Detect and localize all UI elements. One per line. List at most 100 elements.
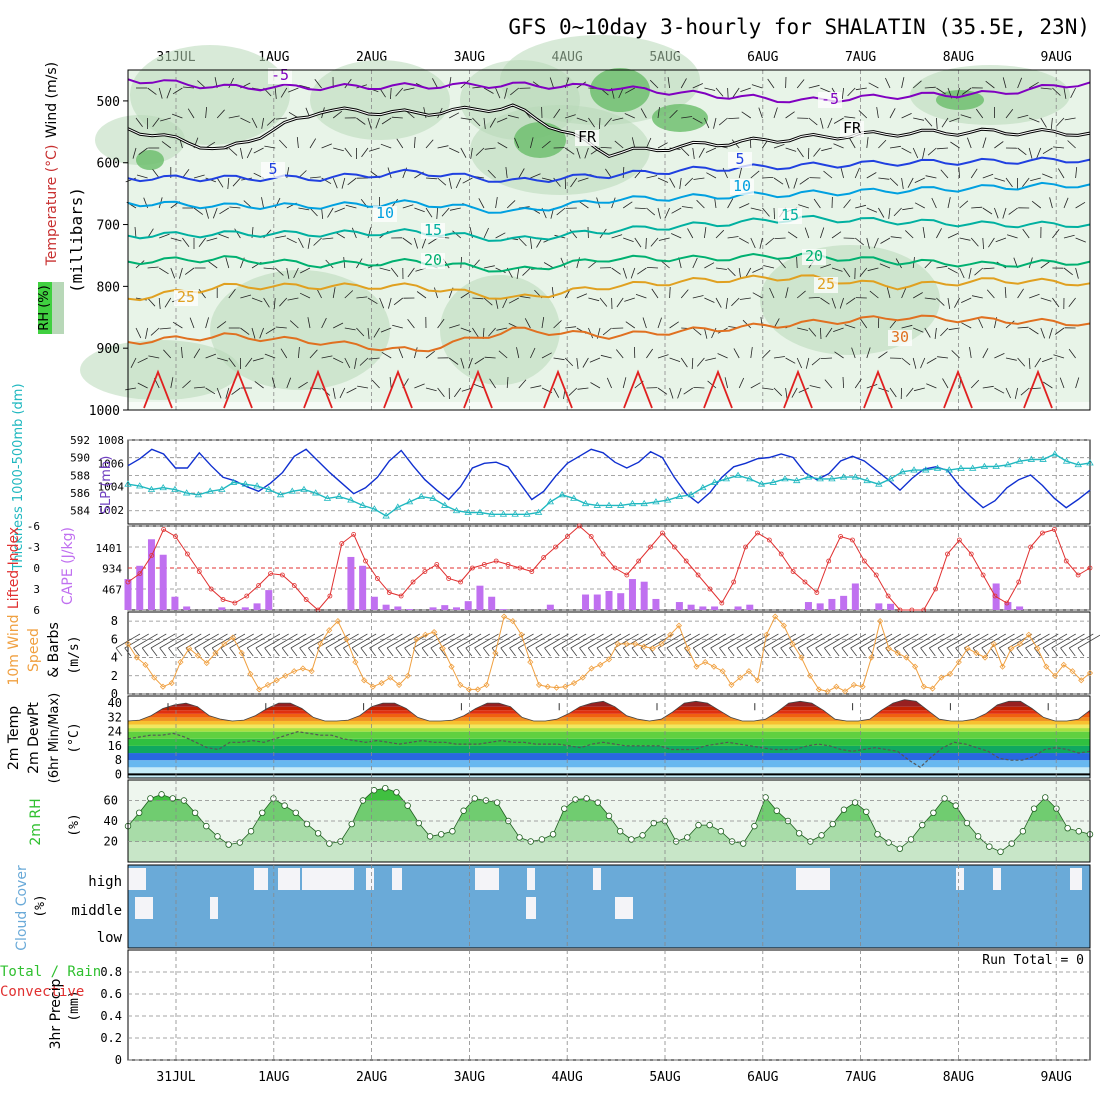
wind-speed-marker <box>938 674 945 681</box>
wind-barb <box>125 177 137 183</box>
wind-barb <box>579 201 589 209</box>
contour-label: -5 <box>821 90 839 108</box>
wind-barb <box>982 348 989 359</box>
wind-barb <box>1041 357 1053 363</box>
wind-barb <box>1052 87 1061 96</box>
wind-barb <box>657 354 669 359</box>
wind-speed-marker <box>964 645 971 652</box>
wind-barb-10m <box>762 633 788 649</box>
wind-barb-flag <box>430 647 438 657</box>
rh-marker <box>169 795 176 802</box>
wind-speed-marker <box>194 652 202 659</box>
wind-barb <box>333 357 344 364</box>
cape-bar <box>476 585 484 610</box>
thickness-marker <box>511 510 519 517</box>
wind-barb-10m <box>378 633 403 649</box>
wind-barb <box>713 117 717 129</box>
temp-band <box>128 724 1090 729</box>
cape-bar <box>359 565 367 610</box>
wind-barb <box>680 147 690 157</box>
wind-barb <box>947 197 951 209</box>
wind-barb <box>1028 357 1031 370</box>
thickness-marker <box>1015 457 1024 464</box>
wind-barb <box>950 141 960 149</box>
wind-barb <box>974 267 984 276</box>
wind-barb-flag <box>666 647 674 657</box>
wind-barb <box>854 237 864 246</box>
rh-marker <box>147 795 154 802</box>
cape-bar <box>605 590 613 610</box>
wind-barb <box>518 168 525 179</box>
wind-barb-flag <box>640 647 648 657</box>
contour-label: 20 <box>805 247 823 265</box>
wind-barb <box>407 319 415 329</box>
wind-barb <box>970 237 979 247</box>
tick: 4 <box>111 651 118 665</box>
li-marker <box>291 583 297 588</box>
wind-barb <box>314 79 322 89</box>
cape-bar <box>406 609 414 610</box>
cloud-high-gap <box>254 868 268 890</box>
wind-barb <box>762 349 771 359</box>
wind-barb <box>750 382 761 389</box>
wind-barb <box>706 172 717 179</box>
surface-band <box>128 402 1090 410</box>
wind-barb <box>1017 357 1026 367</box>
tick: 8 <box>111 614 118 628</box>
li-marker <box>398 593 404 599</box>
cloud-high-gap <box>392 868 402 890</box>
wind-barb <box>522 267 531 276</box>
contour-label-bg <box>373 206 397 222</box>
wind-barb <box>421 237 427 249</box>
thickness-marker <box>347 496 355 503</box>
rh-marker <box>740 840 747 847</box>
wind-barb <box>634 237 642 248</box>
wind-barb-10m <box>150 633 176 649</box>
contour-label-bg <box>575 130 599 146</box>
wind-speed-marker <box>299 665 306 672</box>
wind-barb-10m <box>351 633 377 649</box>
cape-bar <box>1004 602 1012 610</box>
wind-barb <box>193 174 205 179</box>
wind-barb <box>327 207 334 218</box>
wind-barb-10m <box>771 633 797 649</box>
wind-barb <box>170 377 174 389</box>
wind-barb <box>681 206 693 209</box>
wind-barb <box>414 207 425 213</box>
wind-barb <box>715 297 722 308</box>
wind-barb <box>820 357 833 359</box>
wind-barb <box>693 387 705 389</box>
wind-barb-flag <box>832 647 840 657</box>
wind-barb <box>785 357 796 364</box>
cape-bar <box>640 581 648 610</box>
thickness-marker <box>558 491 566 498</box>
wind-barb <box>618 87 624 99</box>
wind-barb <box>924 327 931 338</box>
wind-barb <box>216 109 225 119</box>
wind-barb <box>205 207 209 219</box>
wind-speed-marker <box>168 680 175 687</box>
panel-side-label: 2m Temp <box>6 706 22 770</box>
wind-barb-flag <box>587 647 595 657</box>
wind-speed-marker <box>798 654 805 661</box>
temp-band <box>128 731 1090 739</box>
wind-barb <box>920 357 926 369</box>
wind-barb-flag <box>841 647 849 657</box>
wind-barb <box>961 297 972 303</box>
cape-bar <box>218 607 226 610</box>
temp-line <box>127 699 1091 722</box>
wind-barb <box>1014 387 1018 399</box>
wind-barb <box>901 77 905 89</box>
li-marker <box>790 569 796 574</box>
wind-barb <box>691 357 694 370</box>
wind-barb <box>395 87 404 97</box>
ylabel: (millibars) <box>67 187 86 293</box>
li-marker <box>434 562 440 567</box>
rh-marker <box>896 845 904 852</box>
wind-barb-flag <box>308 647 315 657</box>
wind-barb-10m <box>588 633 613 649</box>
wind-barb-flag <box>229 647 237 657</box>
y-tick-label: 500 <box>97 95 120 110</box>
thickness-marker <box>816 475 824 482</box>
wind-barb <box>553 108 561 119</box>
